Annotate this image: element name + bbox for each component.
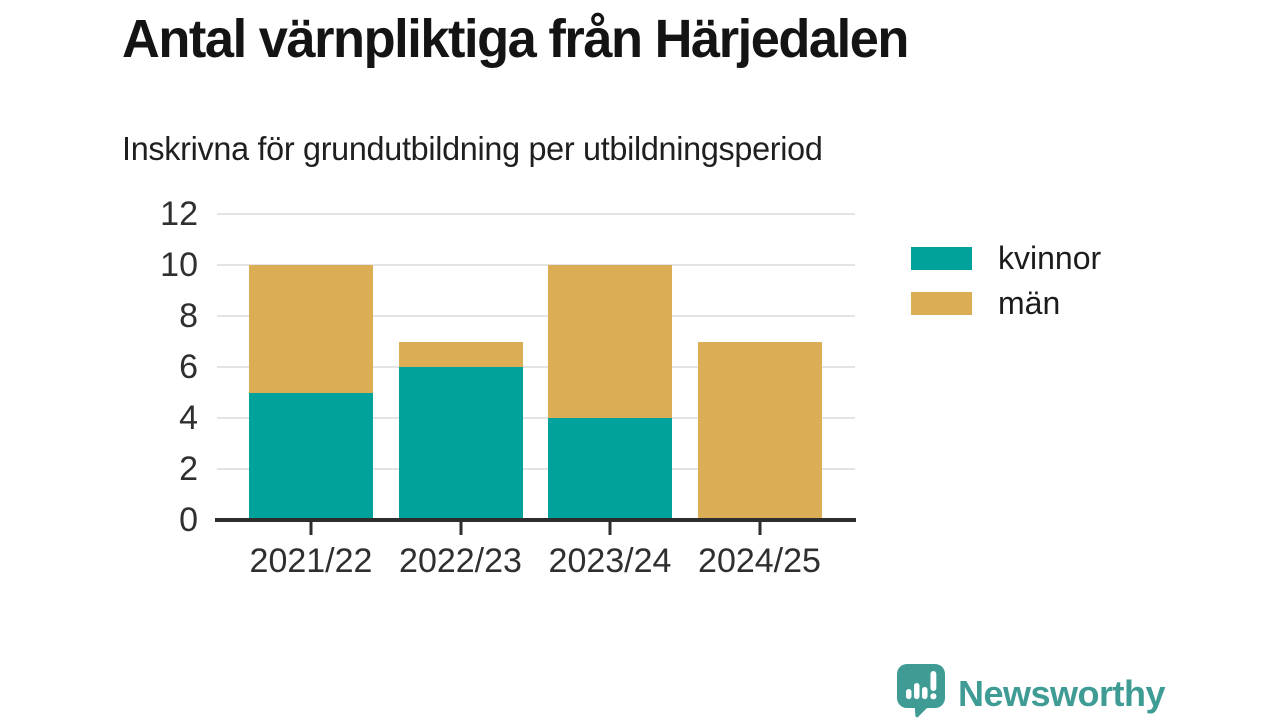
y-axis-tick-label: 10 [160, 246, 198, 284]
x-axis-tick-label: 2023/24 [548, 542, 672, 580]
gridline [217, 417, 855, 419]
x-axis-tick-label: 2022/23 [399, 542, 522, 580]
x-axis-tick-label: 2021/22 [249, 542, 373, 580]
x-axis-tick [309, 522, 313, 535]
bar-segment-män [697, 341, 822, 520]
legend-swatch-män [911, 291, 972, 315]
y-axis-tick-label: 8 [179, 297, 198, 335]
x-axis-tick-label: 2024/25 [698, 542, 821, 580]
x-axis-tick [459, 522, 462, 535]
y-axis: 0 2 4 6 8 10 12 [0, 197, 198, 537]
bar-segment-män [398, 341, 523, 367]
brand-name: Newsworthy [958, 672, 1166, 714]
y-axis-tick-label: 0 [179, 501, 198, 539]
y-axis-tick-label: 6 [179, 348, 198, 386]
x-axis-line [215, 518, 856, 522]
bar-segment-kvinnor [249, 392, 373, 520]
legend: kvinnor män [911, 240, 1101, 336]
bar-segment-män [548, 265, 672, 418]
gridline [217, 468, 855, 470]
chart-title: Antal värnpliktiga från Härjedalen [122, 9, 909, 69]
gridline [217, 366, 855, 368]
legend-swatch-kvinnor [911, 246, 972, 270]
brand-logo: Newsworthy [897, 664, 1166, 723]
newsworthy-speech-bubble-barchart-icon [897, 664, 945, 723]
chart-subtitle: Inskrivna för grundutbildning per utbild… [122, 130, 823, 167]
legend-label: kvinnor [998, 239, 1102, 276]
bar-segment-kvinnor [548, 418, 672, 520]
gridline [217, 264, 855, 266]
x-axis-tick [608, 522, 612, 535]
gridline [217, 315, 855, 317]
y-axis-tick-label: 4 [179, 399, 198, 437]
plot-area [217, 213, 855, 520]
legend-item-män: män [911, 285, 1101, 321]
x-axis: 2021/22 2022/23 2023/24 2024/25 [217, 520, 855, 590]
gridline [217, 213, 855, 215]
bar-segment-kvinnor [398, 367, 523, 520]
y-axis-tick-label: 12 [160, 195, 198, 233]
legend-item-kvinnor: kvinnor [911, 240, 1101, 276]
bar-segment-män [249, 265, 373, 393]
y-axis-tick-label: 2 [179, 450, 198, 488]
x-axis-tick [758, 522, 761, 535]
legend-label: män [998, 284, 1061, 321]
